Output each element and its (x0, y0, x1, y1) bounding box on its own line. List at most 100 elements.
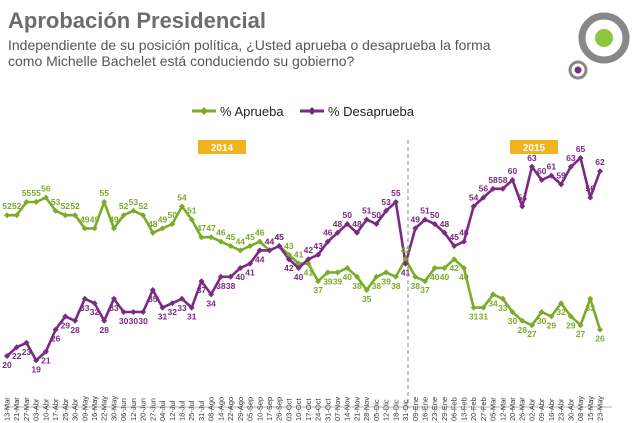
marker (344, 265, 351, 271)
x-tick-label: 06-Jun (119, 398, 128, 421)
data-label: 38 (411, 281, 421, 291)
marker (217, 273, 224, 280)
marker (577, 155, 584, 161)
marker (227, 243, 234, 249)
x-tick-label: 21-Nov (352, 397, 361, 421)
data-label: 30 (138, 316, 148, 326)
marker (548, 172, 555, 179)
data-label: 40 (343, 272, 353, 282)
x-tick-label: 09-Abr (537, 398, 546, 421)
legend-label: % Desaprueba (328, 104, 415, 119)
x-tick-label: 03-Oct (284, 398, 293, 421)
data-label: 44 (265, 236, 275, 246)
data-label: 40 (236, 272, 246, 282)
marker (567, 313, 574, 320)
marker (62, 313, 69, 320)
data-label: 48 (148, 219, 158, 229)
data-label: 49 (158, 214, 168, 224)
data-label: 33 (80, 303, 90, 313)
marker (324, 238, 331, 245)
marker (42, 348, 49, 355)
x-tick-label: 16-Abr (547, 398, 556, 421)
data-label: 49 (109, 214, 119, 224)
x-tick-label: 13-Feb (459, 397, 468, 421)
x-tick-label: 22-Ago (226, 397, 235, 421)
marker (402, 260, 409, 267)
marker (441, 229, 448, 236)
data-label: 51 (362, 206, 372, 216)
x-tick-label: 20-Mar (508, 397, 517, 421)
data-label: 50 (168, 210, 178, 220)
marker (159, 304, 166, 311)
marker (558, 181, 565, 188)
x-tick-label: 10-Sep (255, 397, 264, 421)
marker (509, 177, 516, 183)
marker (519, 203, 526, 210)
marker (305, 260, 312, 267)
x-tick-label: 12-Jun (129, 398, 138, 421)
data-label: 26 (51, 334, 61, 344)
data-label: 37 (197, 285, 207, 295)
data-label: 33 (586, 303, 596, 313)
data-label: 45 (274, 232, 284, 242)
data-label: 44 (255, 254, 265, 264)
marker (120, 212, 127, 219)
x-tick-label: 23-Ene (430, 397, 439, 421)
x-tick-label: 07-Nov (333, 397, 342, 421)
data-label: 33 (109, 303, 119, 313)
data-label: 46 (216, 228, 226, 238)
data-label: 28 (517, 325, 527, 335)
x-tick-label: 09-Ene (411, 397, 420, 421)
marker (392, 273, 399, 280)
marker (499, 185, 506, 192)
marker (422, 278, 429, 285)
x-tick-label: 28-Nov (362, 397, 371, 421)
x-tick-label: 12-Jul (168, 400, 177, 421)
x-tick-label: 23-May (596, 396, 605, 421)
marker (451, 256, 458, 263)
x-tick-label: 16-Ene (421, 397, 430, 421)
year-box (510, 140, 558, 154)
marker (295, 265, 302, 271)
logo (568, 12, 630, 80)
x-tick-label: 15-May (586, 396, 595, 421)
x-tick-label: 20-Feb (469, 397, 478, 421)
marker (91, 225, 98, 232)
data-label: 40 (459, 272, 469, 282)
x-tick-label: 25-Jul (187, 400, 196, 421)
data-label: 22 (12, 351, 22, 361)
data-label: 45 (274, 232, 284, 242)
data-label: 55 (22, 188, 32, 198)
data-label: 61 (547, 162, 557, 172)
marker (441, 265, 448, 271)
x-tick-label: 05-Sep (246, 397, 255, 421)
x-tick-label: 25-Abr (61, 398, 70, 421)
data-label: 28 (70, 325, 80, 335)
data-label: 56 (479, 184, 489, 194)
data-label: 49 (90, 214, 100, 224)
data-label: 44 (236, 236, 246, 246)
year-label: 2014 (211, 143, 234, 154)
marker (470, 203, 477, 210)
marker (208, 291, 215, 298)
marker (285, 251, 292, 258)
data-label: 38 (372, 281, 382, 291)
data-label: 41 (401, 268, 411, 278)
data-label: 31 (479, 312, 489, 322)
marker (208, 234, 215, 241)
data-label: 40 (430, 272, 440, 282)
x-tick-label: 14-Ago (216, 397, 225, 421)
data-label: 35 (148, 294, 158, 304)
data-label: 54 (177, 192, 187, 202)
marker (353, 229, 360, 236)
data-label: 52 (12, 201, 22, 211)
marker (460, 265, 467, 271)
marker (460, 238, 467, 245)
data-label: 44 (265, 236, 275, 246)
x-tick-label: 30-Abr (71, 398, 80, 421)
marker (217, 238, 224, 245)
data-label: 45 (449, 232, 459, 242)
marker (363, 216, 370, 223)
marker (431, 221, 438, 227)
